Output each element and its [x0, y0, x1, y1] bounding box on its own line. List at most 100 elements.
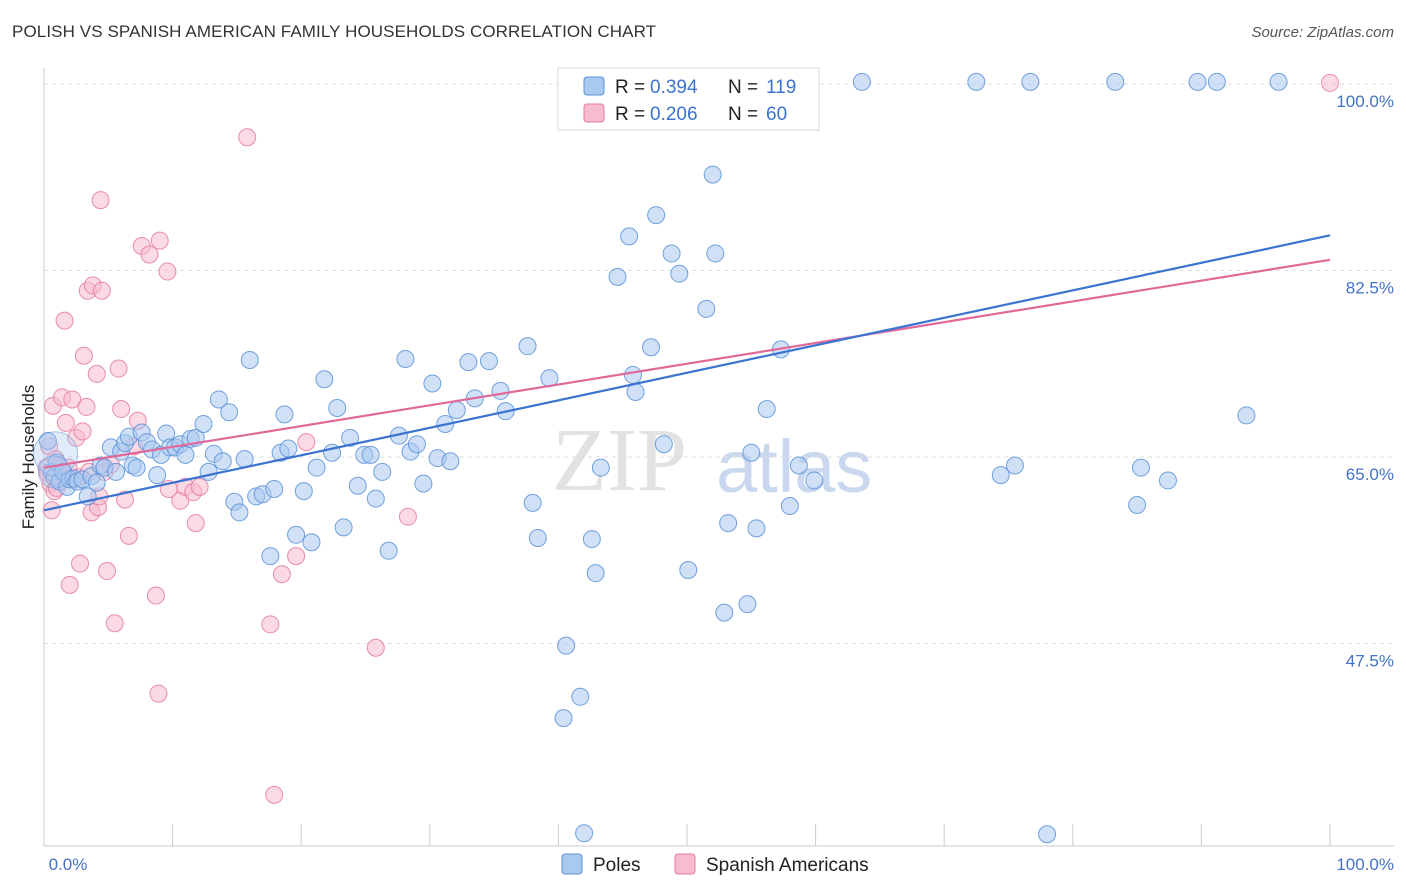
pole-point [209, 390, 228, 409]
spanish-american-point [186, 514, 205, 533]
y-tick-label: 65.0% [1346, 465, 1394, 484]
spanish-american-point [398, 507, 417, 526]
pole-point [261, 547, 280, 566]
legend-spanish-label[interactable]: Spanish Americans [706, 855, 869, 876]
pole-point [706, 244, 725, 263]
pole-point [582, 530, 601, 549]
legend-spanish-swatch[interactable] [674, 853, 696, 875]
spanish-american-point [105, 614, 124, 633]
spanish-american-point [158, 262, 177, 281]
pole-point [361, 445, 380, 464]
pole-point [528, 528, 547, 547]
source-label: Source: ZipAtlas.com [1251, 24, 1394, 41]
pole-point [1005, 456, 1024, 475]
y-tick-label: 47.5% [1346, 652, 1394, 671]
pole-point [315, 370, 334, 389]
spanish-american-point [109, 359, 128, 378]
pole-point [757, 400, 776, 419]
spanish-american-point [265, 785, 284, 804]
spanish-american-point [366, 638, 385, 657]
spanish-american-point [42, 501, 61, 520]
poles-points [33, 72, 1288, 844]
spanish-american-point [150, 231, 169, 250]
pole-point [441, 452, 460, 471]
pole-point [38, 432, 57, 451]
pole-point [213, 452, 232, 471]
pole-point [87, 473, 106, 492]
pole-point [662, 244, 681, 263]
spanish-american-point [56, 413, 75, 432]
spanish-american-point [119, 526, 138, 545]
pole-point [1158, 471, 1177, 490]
pole-point [789, 456, 808, 475]
pole-point [1188, 72, 1207, 91]
pole-point [620, 227, 639, 246]
pole-point [294, 482, 313, 501]
pole-point [738, 595, 757, 614]
pole-point [414, 474, 433, 493]
spanish-american-point [60, 575, 79, 594]
pole-point [1207, 72, 1226, 91]
pole-point [287, 525, 306, 544]
pole-point [459, 353, 478, 372]
pole-point [348, 476, 367, 495]
spanish-american-point [297, 433, 316, 452]
spanish-r-value: 0.206 [650, 104, 698, 125]
pole-point [647, 206, 666, 225]
spanish-american-point [272, 565, 291, 584]
spanish-n-label: N = [728, 104, 758, 125]
spanish-american-point [77, 397, 96, 416]
spanish-american-point [146, 586, 165, 605]
pole-point [328, 398, 347, 417]
spanish-american-point [140, 245, 159, 264]
spanish-american-point [1321, 73, 1339, 92]
pole-point [373, 462, 392, 481]
pole-point [575, 824, 594, 843]
watermark: ZIP atlas [552, 411, 872, 510]
pole-point [107, 462, 126, 481]
pole-point [1269, 72, 1288, 91]
spanish-american-point [149, 684, 168, 703]
pole-point-cluster [37, 455, 71, 489]
spanish-americans-points [37, 73, 1339, 804]
pole-point [679, 560, 698, 579]
y-tick-label: 82.5% [1346, 278, 1394, 297]
spanish-american-point [71, 554, 90, 573]
watermark-zip: ZIP [552, 411, 687, 510]
pole-point [554, 709, 573, 728]
spanish-legend-swatch [583, 103, 605, 123]
pole-point [491, 381, 510, 400]
x-tick-label-max: 100.0% [1336, 855, 1394, 874]
spanish-american-point [190, 477, 209, 496]
series-legend: Poles Spanish Americans [561, 853, 869, 876]
pole-point [852, 72, 871, 91]
legend-poles-swatch[interactable] [561, 853, 583, 875]
pole-point [967, 72, 986, 91]
pole-point [1131, 458, 1150, 477]
stats-legend: R = 0.394 N = 119 R = 0.206 N = 60 [557, 67, 820, 131]
pole-point [302, 533, 321, 552]
x-axis-ticks [172, 824, 1331, 846]
pole-point [608, 267, 627, 286]
pole-point [1038, 825, 1057, 844]
pole-point [447, 401, 466, 420]
legend-poles-label[interactable]: Poles [593, 855, 641, 876]
pole-point [518, 337, 537, 356]
pole-point [571, 687, 590, 706]
pole-point [479, 352, 498, 371]
spanish-american-point [73, 422, 92, 441]
pole-point [220, 403, 239, 422]
pole-point [334, 518, 353, 537]
pole-point [1021, 72, 1040, 91]
pole-point [407, 435, 426, 454]
poles-n-label: N = [728, 77, 758, 98]
pole-point [366, 489, 385, 508]
pole-point [654, 435, 673, 454]
y-tick-label: 100.0% [1336, 92, 1394, 111]
pole-point [127, 458, 146, 477]
pole-point [279, 439, 298, 458]
pole-point [742, 443, 761, 462]
pole-point [697, 299, 716, 318]
spanish-american-point [74, 346, 93, 365]
pole-point [199, 462, 218, 481]
